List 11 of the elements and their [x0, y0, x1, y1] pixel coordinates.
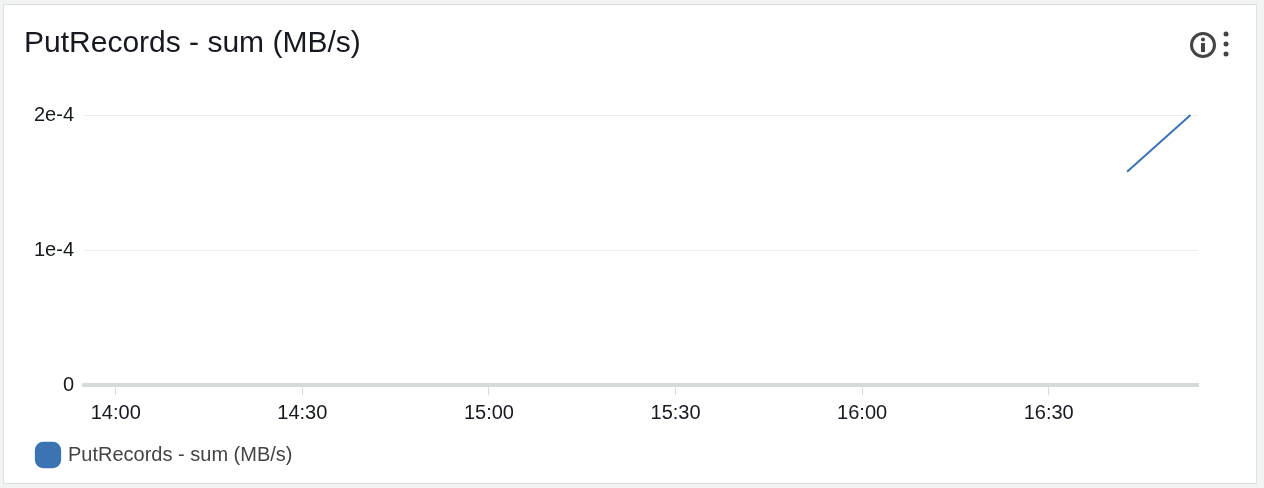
x-tick-label: 16:00	[837, 400, 888, 423]
y-tick-label: 2e-4	[34, 102, 75, 125]
x-tick-label: 14:00	[90, 400, 141, 423]
x-tick-label: 16:30	[1023, 400, 1074, 423]
chart-title: PutRecords - sum (MB/s)	[24, 25, 361, 59]
y-tick-label: 1e-4	[34, 237, 75, 260]
x-tick-label: 14:30	[277, 400, 328, 423]
x-tick-label: 15:00	[463, 400, 514, 423]
y-tick-label: 0	[62, 372, 75, 395]
x-tick-label: 15:30	[650, 400, 701, 423]
legend-label: PutRecords - sum (MB/s)	[68, 442, 293, 465]
